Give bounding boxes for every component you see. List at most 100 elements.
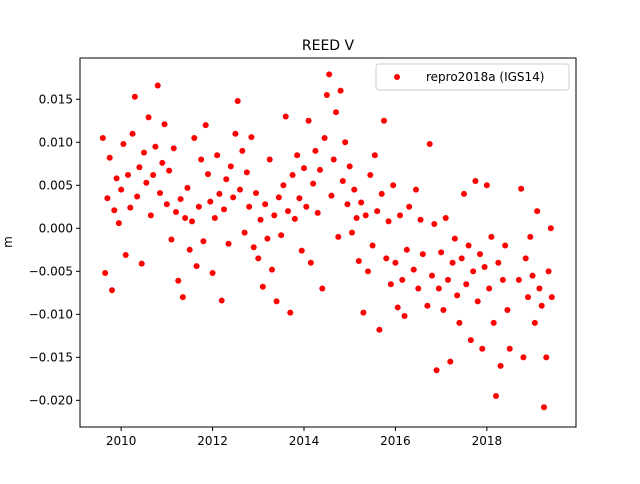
data-point xyxy=(367,171,374,178)
data-point xyxy=(250,244,257,251)
x-tick-label: 2012 xyxy=(197,434,228,448)
data-point xyxy=(493,393,499,400)
data-point xyxy=(410,266,417,273)
data-point xyxy=(237,186,243,193)
data-point xyxy=(253,190,259,197)
data-point xyxy=(257,216,264,223)
data-point xyxy=(266,156,273,163)
data-point xyxy=(481,264,488,271)
data-point xyxy=(417,216,424,223)
data-point xyxy=(157,190,163,197)
data-point xyxy=(470,268,477,275)
data-point xyxy=(374,208,381,215)
data-point xyxy=(440,307,447,314)
data-point xyxy=(152,143,159,150)
data-point xyxy=(273,298,280,305)
data-point xyxy=(120,141,127,148)
data-point xyxy=(360,309,367,316)
data-point xyxy=(259,283,266,290)
data-point xyxy=(383,255,390,262)
data-point xyxy=(209,270,216,277)
y-axis-label: m xyxy=(1,236,15,248)
data-point xyxy=(376,326,383,333)
data-point xyxy=(186,246,193,253)
data-point xyxy=(499,276,506,283)
data-point xyxy=(541,404,547,411)
data-point xyxy=(328,192,335,199)
data-point xyxy=(365,268,371,275)
data-point xyxy=(349,229,355,236)
data-point xyxy=(456,319,463,326)
data-point xyxy=(193,263,200,270)
data-point xyxy=(545,268,552,275)
data-point xyxy=(106,154,113,161)
data-point xyxy=(262,201,269,208)
data-point xyxy=(438,249,445,256)
data-point xyxy=(413,186,419,193)
legend-box xyxy=(375,63,570,91)
data-point xyxy=(179,294,186,301)
data-point xyxy=(227,163,234,170)
data-point xyxy=(390,182,397,189)
data-point xyxy=(472,178,479,184)
data-point xyxy=(333,109,339,116)
data-point xyxy=(214,152,221,159)
data-point xyxy=(173,208,179,215)
data-point xyxy=(543,354,550,361)
data-point xyxy=(317,166,323,173)
data-point xyxy=(241,229,248,236)
data-point xyxy=(342,139,349,146)
data-point xyxy=(449,259,456,266)
data-point xyxy=(248,134,255,141)
data-point xyxy=(442,214,449,221)
legend-label: repro2018a (IGS14) xyxy=(426,70,544,84)
data-point xyxy=(147,212,154,219)
y-tick-label: 0.010 xyxy=(39,135,73,149)
data-point xyxy=(323,91,330,98)
legend-marker xyxy=(394,74,400,80)
data-point xyxy=(518,185,525,192)
data-point xyxy=(166,167,173,174)
data-point xyxy=(529,272,536,279)
plot-frame xyxy=(79,57,577,428)
x-tick-label: 2016 xyxy=(380,434,411,448)
data-point xyxy=(122,251,129,258)
data-point xyxy=(339,178,346,184)
data-point xyxy=(205,171,211,178)
data-point xyxy=(141,149,147,156)
data-point xyxy=(285,208,291,215)
data-point xyxy=(520,354,527,361)
data-point xyxy=(381,117,387,124)
data-point xyxy=(271,212,278,219)
data-point xyxy=(504,307,511,314)
y-tick-label: 0.000 xyxy=(39,221,73,235)
data-point xyxy=(502,242,509,249)
data-point xyxy=(298,247,305,254)
data-point xyxy=(296,195,303,202)
data-point xyxy=(495,259,502,266)
data-point xyxy=(534,208,541,215)
data-point xyxy=(314,209,321,216)
data-point xyxy=(175,277,182,284)
data-point xyxy=(143,179,150,186)
data-point xyxy=(225,240,232,247)
data-point xyxy=(134,193,141,200)
data-point xyxy=(321,134,328,141)
data-point xyxy=(243,169,250,176)
y-tick-label: 0.015 xyxy=(39,92,73,106)
data-point xyxy=(102,270,109,277)
data-point xyxy=(403,246,410,253)
data-point xyxy=(278,232,285,239)
data-point xyxy=(138,260,145,267)
data-point xyxy=(111,207,118,214)
data-point xyxy=(401,313,408,320)
data-point xyxy=(419,251,426,258)
chart-title: REED V xyxy=(302,38,355,54)
data-point xyxy=(548,294,555,301)
data-point xyxy=(218,297,225,304)
data-point xyxy=(131,93,138,100)
data-point xyxy=(497,362,504,369)
data-point xyxy=(353,214,360,221)
data-point xyxy=(305,117,312,124)
